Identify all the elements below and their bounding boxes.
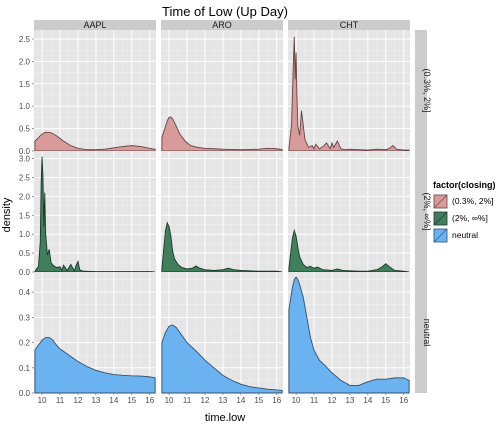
y-tick-label: 0.4 xyxy=(19,288,31,297)
column-strip-label: ARO xyxy=(212,20,232,30)
facet-panels: AAPL ARO CHT (0.3%, 2%] 0.0 0.5 1.0 1.5 2.0 2.5 (2… xyxy=(19,20,432,405)
panel-aro-r2 xyxy=(161,151,283,273)
column-strip-label: AAPL xyxy=(83,20,106,30)
y-tick-label: 2.0 xyxy=(19,192,31,201)
density-area-cht-r3 xyxy=(288,276,410,394)
y-axis-title: density xyxy=(1,197,13,232)
y-tick-label: 1.0 xyxy=(19,102,31,111)
panel-background xyxy=(288,30,410,151)
column-strip-cht: CHT xyxy=(288,20,410,30)
density-area-aapl-r3 xyxy=(34,337,156,394)
density-area-aapl-r2 xyxy=(34,156,156,273)
legend-entry: (2%, ∞%] xyxy=(432,210,488,227)
panel-background xyxy=(161,151,283,272)
x-tick-label: 14 xyxy=(236,396,245,405)
row-strip-r2: (2%, ∞%] xyxy=(415,151,432,272)
x-tick-label: 13 xyxy=(218,396,227,405)
x-tick-label: 16 xyxy=(272,396,281,405)
panel-aapl-r2 xyxy=(34,151,156,273)
density-area-cht-r1 xyxy=(288,36,410,152)
x-tick-label: 15 xyxy=(127,396,136,405)
row-strip-bg xyxy=(415,272,427,393)
panel-background xyxy=(34,151,156,272)
density-area-aro-r2 xyxy=(161,221,283,273)
panel-cht-r2 xyxy=(288,151,410,273)
panel-cht-r1 xyxy=(288,30,410,152)
column-strip-bg xyxy=(34,20,156,30)
x-tick-label: 14 xyxy=(109,396,118,405)
x-tick-label: 14 xyxy=(363,396,372,405)
row-strip-bg xyxy=(415,151,427,272)
y-tick-label: 0.2 xyxy=(19,339,31,348)
legend-label: (2%, ∞%] xyxy=(452,213,488,223)
density-area-aapl-r1 xyxy=(34,131,156,152)
y-tick-label: 2.5 xyxy=(19,35,31,44)
x-tick-label: 16 xyxy=(399,396,408,405)
x-axis-title: time.low xyxy=(205,412,245,424)
column-strip-bg xyxy=(161,20,283,30)
y-tick-label: 0.5 xyxy=(19,125,31,134)
x-tick-label: 10 xyxy=(292,396,301,405)
row-strip-label: neutral xyxy=(422,319,432,347)
x-tick-label: 10 xyxy=(38,396,47,405)
x-tick-label: 11 xyxy=(310,396,319,405)
panel-aapl-r1 xyxy=(34,30,156,152)
y-tick-label: 0.3 xyxy=(19,313,31,322)
panel-background xyxy=(288,151,410,272)
column-strip-aapl: AAPL xyxy=(34,20,156,30)
legend: factor(closing) (0.3%, 2%] (2%, ∞%] neutral xyxy=(432,180,496,244)
legend-entry: (0.3%, 2%] xyxy=(432,193,494,210)
legend-title: factor(closing) xyxy=(433,180,496,190)
column-strip-aro: ARO xyxy=(161,20,283,30)
x-tick-label: 11 xyxy=(183,396,192,405)
legend-entry: neutral xyxy=(432,227,478,244)
row-strip-label: (0.3%, 2%] xyxy=(422,68,432,112)
x-tick-label: 15 xyxy=(381,396,390,405)
x-tick-label: 15 xyxy=(254,396,263,405)
x-tick-label: 12 xyxy=(74,396,83,405)
row-strip-label: (2%, ∞%] xyxy=(422,193,432,231)
y-tick-label: 2.5 xyxy=(19,173,31,182)
panel-aapl-r3 xyxy=(34,272,156,394)
column-strip-bg xyxy=(288,20,410,30)
y-tick-label: 0.1 xyxy=(19,364,31,373)
legend-label: (0.3%, 2%] xyxy=(452,196,494,206)
column-strip-label: CHT xyxy=(340,20,359,30)
y-tick-label: 0.0 xyxy=(19,147,31,156)
y-tick-label: 3.0 xyxy=(19,155,31,164)
y-tick-label: 2.0 xyxy=(19,57,31,66)
y-tick-label: 1.0 xyxy=(19,230,31,239)
chart-title: Time of Low (Up Day) xyxy=(162,4,288,19)
legend-swatch-slash xyxy=(433,228,448,243)
y-tick-label: 0.0 xyxy=(19,268,31,277)
row-strip-r1: (0.3%, 2%] xyxy=(415,30,432,151)
x-tick-label: 13 xyxy=(345,396,354,405)
density-area-cht-r2 xyxy=(288,228,410,273)
x-tick-label: 10 xyxy=(165,396,174,405)
density-area-aro-r1 xyxy=(161,116,283,152)
y-tick-label: 1.5 xyxy=(19,211,31,220)
x-tick-label: 11 xyxy=(56,396,65,405)
legend-swatch-slash xyxy=(433,211,448,226)
legend-swatch-slash xyxy=(433,194,448,209)
legend-label: neutral xyxy=(452,230,478,240)
y-tick-label: 0.0 xyxy=(19,389,31,398)
y-tick-label: 0.5 xyxy=(19,249,31,258)
x-tick-label: 12 xyxy=(201,396,210,405)
panel-cht-r3 xyxy=(288,272,410,394)
row-strip-r3: neutral xyxy=(415,272,432,393)
panel-aro-r3 xyxy=(161,272,283,394)
panel-aro-r1 xyxy=(161,30,283,152)
x-tick-label: 16 xyxy=(145,396,154,405)
y-tick-label: 1.5 xyxy=(19,80,31,89)
x-tick-label: 13 xyxy=(91,396,100,405)
row-strip-bg xyxy=(415,30,427,151)
density-area-aro-r3 xyxy=(161,324,283,394)
x-tick-label: 12 xyxy=(328,396,337,405)
